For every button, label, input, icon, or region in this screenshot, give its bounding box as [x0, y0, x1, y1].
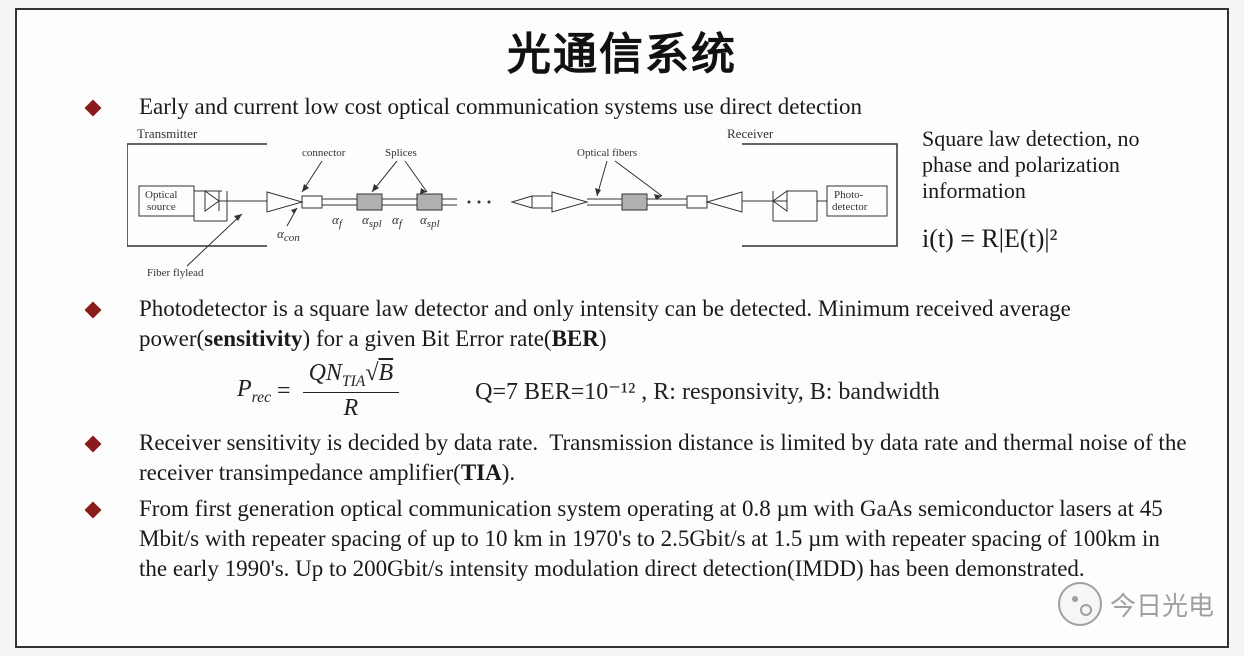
label-optical-source-1: Optical — [145, 189, 177, 201]
slide-container: 光通信系统 Early and current low cost optical… — [15, 8, 1229, 648]
label-connector: connector — [302, 147, 346, 159]
watermark: 今日光电 — [1058, 582, 1214, 626]
bullet-1: Early and current low cost optical commu… — [87, 92, 1187, 122]
side-note: Square law detection, no phase and polar… — [922, 126, 1182, 204]
svg-text:αspl: αspl — [362, 212, 382, 230]
label-splices: Splices — [385, 147, 417, 159]
side-note-block: Square law detection, no phase and polar… — [922, 126, 1182, 254]
label-fiber-flylead: Fiber flylead — [147, 267, 204, 279]
svg-text:αspl: αspl — [420, 212, 440, 230]
formula-prec-desc: Q=7 BER=10⁻¹² , R: responsivity, B: band… — [475, 377, 940, 406]
watermark-text: 今日光电 — [1110, 586, 1214, 623]
svg-text:detector: detector — [832, 201, 868, 213]
bullet-4: From first generation optical communicat… — [87, 494, 1187, 584]
svg-text:αf: αf — [392, 212, 404, 230]
bullet-4-text: From first generation optical communicat… — [139, 494, 1187, 584]
diamond-icon — [85, 502, 102, 519]
diamond-icon — [85, 301, 102, 318]
system-diagram: Transmitter Optical source Fiber flylead… — [127, 126, 907, 286]
formula-intensity: i(t) = R|E(t)|² — [922, 224, 1182, 254]
bullet-2: Photodetector is a square law detector a… — [87, 294, 1187, 354]
bullet-3-text: Receiver sensitivity is decided by data … — [139, 428, 1187, 488]
diagram-block: Transmitter Optical source Fiber flylead… — [127, 126, 1187, 286]
label-alpha-con: αcon — [277, 226, 300, 244]
bullet-3: Receiver sensitivity is decided by data … — [87, 428, 1187, 488]
label-optical-fibers: Optical fibers — [577, 147, 637, 159]
bullet-2-text: Photodetector is a square law detector a… — [139, 294, 1187, 354]
label-transmitter: Transmitter — [137, 126, 198, 141]
formula-prec: Prec = QNTIA√B R Q=7 BER=10⁻¹² , R: resp… — [237, 360, 1187, 423]
diamond-icon — [85, 100, 102, 117]
bullet-1-text: Early and current low cost optical commu… — [139, 92, 862, 122]
slide-title: 光通信系统 — [57, 18, 1187, 82]
svg-text:αf: αf — [332, 212, 344, 230]
svg-text:Photo-: Photo- — [834, 189, 864, 201]
diamond-icon — [85, 436, 102, 453]
label-optical-source-2: source — [147, 201, 176, 213]
wechat-icon — [1058, 582, 1102, 626]
label-receiver: Receiver — [727, 126, 774, 141]
